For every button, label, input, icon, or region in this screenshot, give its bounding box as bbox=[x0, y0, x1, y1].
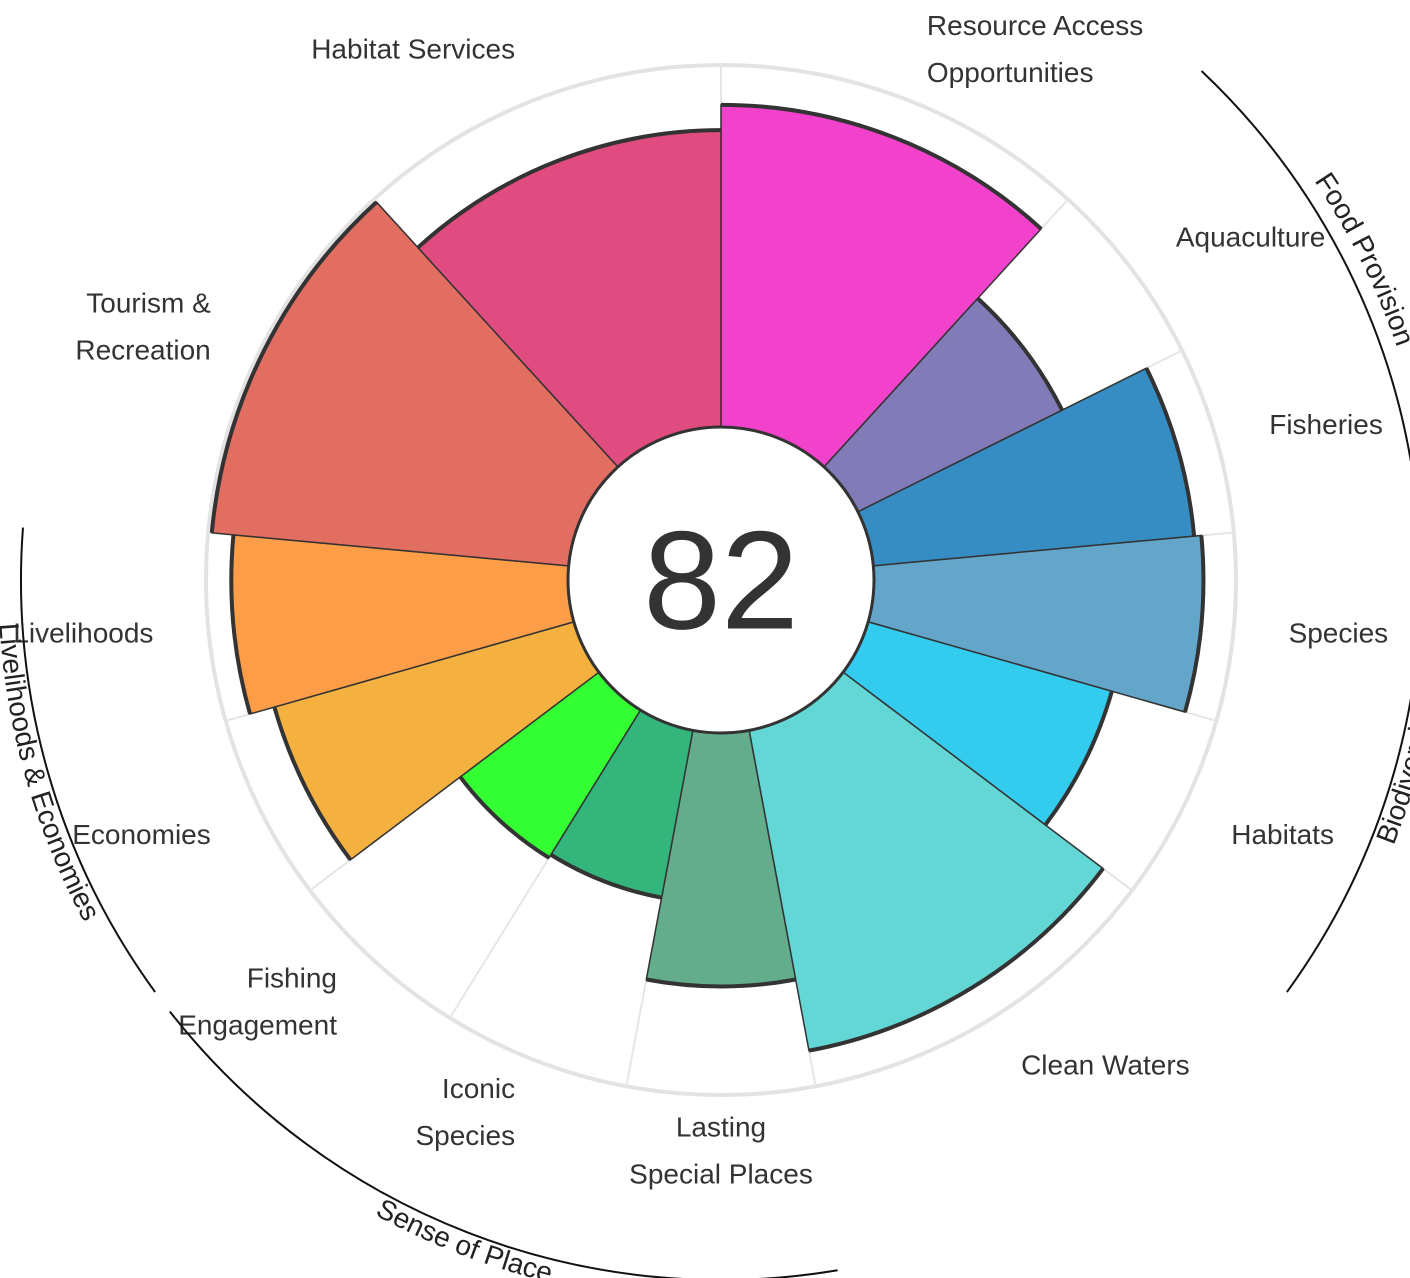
label-line: Clean Waters bbox=[1021, 1050, 1190, 1081]
label-line: Habitat Services bbox=[311, 33, 515, 64]
group-arc bbox=[20, 527, 156, 993]
label-line: Fisheries bbox=[1269, 409, 1383, 440]
group-arc bbox=[1286, 697, 1410, 993]
bar-edge-economies bbox=[272, 706, 353, 862]
label-line: Habitats bbox=[1231, 819, 1334, 850]
label-livelihoods: Livelihoods bbox=[13, 618, 153, 649]
group-label-text: Food Provision bbox=[1309, 167, 1410, 350]
group-label-text: Sense of Place bbox=[372, 1192, 556, 1278]
label-line: Lasting bbox=[676, 1112, 766, 1143]
label-lasting-special-places: Lasting Special Places bbox=[629, 1112, 813, 1190]
label-line: Special Places bbox=[629, 1159, 813, 1190]
group-label: Biodiversity bbox=[1370, 703, 1410, 847]
label-habitat-services: Habitat Services bbox=[311, 33, 515, 64]
group-label: Food Provision bbox=[1309, 167, 1410, 350]
bar-edge-iconic-species bbox=[549, 853, 662, 900]
bar-edge-tourism-recreation bbox=[209, 200, 378, 534]
bar-edge-lasting-special-places bbox=[645, 977, 797, 989]
label-line: Iconic bbox=[442, 1073, 515, 1104]
group-label: Livelihoods & Economies bbox=[0, 622, 106, 925]
bar-edge-fishing-engagement bbox=[458, 775, 551, 860]
label-iconic-species: Iconic Species bbox=[415, 1073, 515, 1151]
group-label-text: Livelihoods & Economies bbox=[0, 622, 106, 925]
bar-edge-clean-waters bbox=[808, 867, 1105, 1053]
label-fisheries: Fisheries bbox=[1269, 409, 1383, 440]
group-label-text: Biodiversity bbox=[1370, 703, 1410, 847]
label-line: Fishing bbox=[247, 963, 337, 994]
label-aquaculture: Aquaculture bbox=[1176, 221, 1325, 252]
center-disc bbox=[566, 425, 876, 735]
label-line: Engagement bbox=[178, 1010, 337, 1041]
label-tourism-recreation: Tourism & Recreation bbox=[75, 287, 211, 365]
bar-edge-species bbox=[1183, 535, 1206, 713]
label-economies: Economies bbox=[72, 819, 211, 850]
bar-edge-resource-access bbox=[720, 102, 1043, 231]
label-line: Aquaculture bbox=[1176, 221, 1325, 252]
bar-edge-fisheries bbox=[1144, 367, 1197, 537]
bar-edge-habitats bbox=[1043, 690, 1114, 827]
score-text: 82 bbox=[643, 502, 799, 659]
group-arc bbox=[169, 1010, 838, 1278]
bar-edge-livelihoods bbox=[229, 534, 252, 715]
category-labels: Resource Access Opportunities Aquaculture F… bbox=[13, 10, 1388, 1190]
label-line: Resource Access bbox=[927, 10, 1143, 41]
label-line: Recreation bbox=[75, 334, 210, 365]
label-line: Economies bbox=[72, 819, 211, 850]
group-label: Sense of Place bbox=[372, 1192, 556, 1278]
label-fishing-engagement: Fishing Engagement bbox=[178, 963, 337, 1041]
label-line: Opportunities bbox=[927, 57, 1094, 88]
group-arc bbox=[1200, 70, 1410, 463]
label-line: Species bbox=[415, 1120, 515, 1151]
bar-edge-habitat-services bbox=[416, 128, 722, 250]
label-habitats: Habitats bbox=[1231, 819, 1334, 850]
label-line: Species bbox=[1289, 618, 1389, 649]
label-clean-waters: Clean Waters bbox=[1021, 1050, 1190, 1081]
label-line: Tourism & bbox=[86, 287, 211, 318]
label-line: Livelihoods bbox=[13, 618, 153, 649]
label-resource-access: Resource Access Opportunities bbox=[927, 10, 1143, 88]
label-species: Species bbox=[1289, 618, 1389, 649]
bar-edge-aquaculture bbox=[976, 296, 1064, 412]
